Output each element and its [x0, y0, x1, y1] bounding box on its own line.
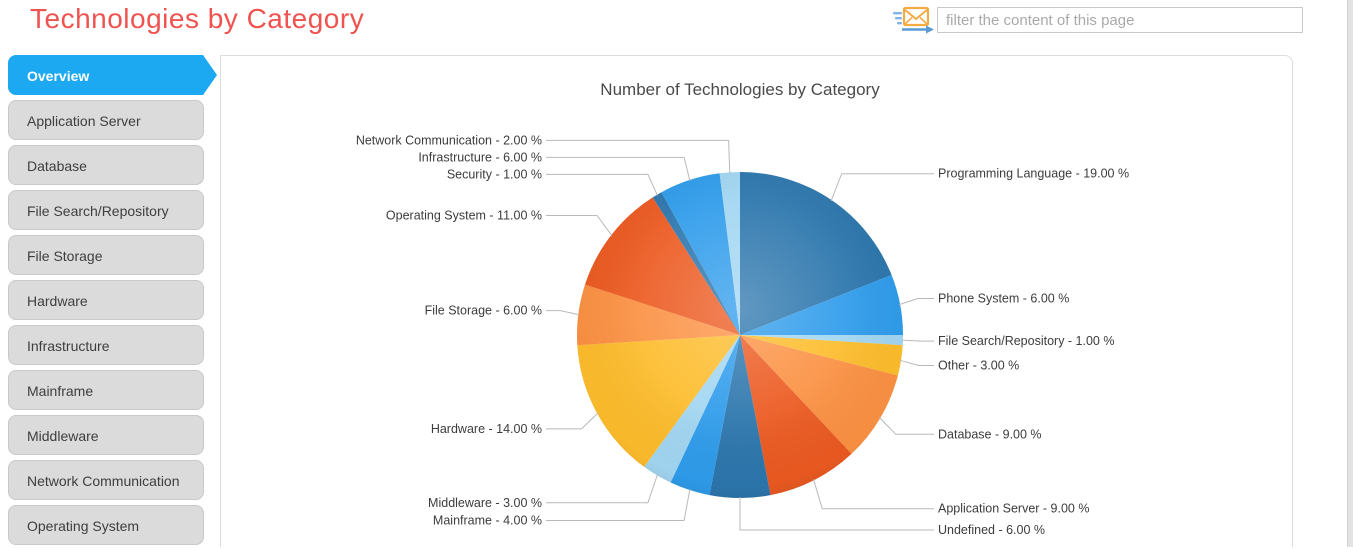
slice-label-undefined: Undefined - 6.00 %	[938, 523, 1045, 537]
slice-label-security: Security - 1.00 %	[447, 167, 542, 181]
page-title: Technologies by Category	[30, 3, 365, 34]
slice-connector	[830, 173, 934, 202]
sidebar-item-file-search-repository[interactable]: File Search/Repository	[8, 190, 204, 230]
slice-connector	[546, 474, 658, 504]
sidebar: Overview Application Server Database File S…	[8, 55, 220, 550]
slice-connector	[898, 298, 934, 306]
sidebar-item-network-communication[interactable]: Network Communication	[8, 460, 204, 500]
speed-line-icon	[897, 22, 902, 25]
slice-connector	[899, 359, 934, 366]
slice-connector	[546, 139, 731, 174]
slice-connector	[546, 215, 613, 236]
slice-label-file-storage: File Storage - 6.00 %	[425, 304, 542, 318]
slice-connector	[879, 417, 934, 435]
sidebar-item-middleware[interactable]: Middleware	[8, 415, 204, 455]
pie-chart: Programming Language - 19.00 % Phone Syst…	[356, 133, 1129, 537]
sidebar-item-application-server[interactable]: Application Server	[8, 100, 204, 140]
slice-connector	[901, 339, 934, 342]
send-mail-icon[interactable]	[893, 5, 935, 35]
envelope-flap-icon	[903, 8, 929, 21]
sidebar-item-label: Application Server	[27, 113, 141, 129]
slice-connector	[813, 479, 934, 510]
sidebar-item-label: Mainframe	[27, 383, 94, 399]
slice-connector	[546, 156, 691, 182]
speed-line-icon	[895, 17, 902, 20]
sidebar-item-label: File Storage	[27, 248, 103, 264]
sidebar-item-operating-system[interactable]: Operating System	[8, 505, 204, 545]
chart-title: Number of Technologies by Category	[600, 80, 880, 99]
slice-label-programming-language: Programming Language - 19.00 %	[938, 167, 1129, 181]
sidebar-item-label: Infrastructure	[27, 338, 110, 354]
arrow-head-icon	[926, 25, 934, 34]
slice-connector	[546, 412, 599, 430]
slice-label-application-server: Application Server - 9.00 %	[938, 502, 1089, 516]
slice-label-hardware: Hardware - 14.00 %	[431, 422, 542, 436]
envelope-icon	[902, 6, 930, 27]
scrollbar[interactable]	[1347, 0, 1353, 547]
sidebar-item-mainframe[interactable]: Mainframe	[8, 370, 204, 410]
sidebar-item-label: File Search/Repository	[27, 203, 169, 219]
envelope-fold-icon	[904, 16, 928, 25]
speed-line-icon	[893, 12, 902, 15]
slice-label-middleware: Middleware - 3.00 %	[428, 496, 542, 510]
slice-connector	[739, 497, 934, 531]
slice-label-network-communication: Network Communication - 2.00 %	[356, 133, 542, 147]
sidebar-item-label: Network Communication	[27, 473, 180, 489]
filter-input[interactable]	[937, 7, 1303, 33]
slice-label-infrastructure: Infrastructure - 6.00 %	[418, 150, 542, 164]
sidebar-item-file-storage[interactable]: File Storage	[8, 235, 204, 275]
sidebar-item-label: Overview	[27, 68, 90, 84]
slice-label-database: Database - 9.00 %	[938, 427, 1042, 441]
sidebar-item-label: Middleware	[27, 428, 99, 444]
slice-label-other: Other - 3.00 %	[938, 359, 1019, 373]
sidebar-item-hardware[interactable]: Hardware	[8, 280, 204, 320]
sidebar-item-label: Hardware	[27, 293, 88, 309]
slice-connector	[546, 489, 691, 521]
slice-label-file-search-repository: File Search/Repository - 1.00 %	[938, 334, 1114, 348]
sidebar-item-database[interactable]: Database	[8, 145, 204, 185]
slice-connector	[546, 173, 658, 196]
slice-label-operating-system: Operating System - 11.00 %	[386, 209, 542, 223]
sidebar-item-label: Operating System	[27, 518, 140, 534]
slice-label-mainframe: Mainframe - 4.00 %	[433, 514, 542, 528]
slice-connector	[546, 310, 580, 316]
sidebar-item-label: Database	[27, 158, 87, 174]
sidebar-item-infrastructure[interactable]: Infrastructure	[8, 325, 204, 365]
sidebar-item-overview[interactable]: Overview	[8, 55, 217, 95]
slice-label-phone-system: Phone System - 6.00 %	[938, 292, 1069, 306]
